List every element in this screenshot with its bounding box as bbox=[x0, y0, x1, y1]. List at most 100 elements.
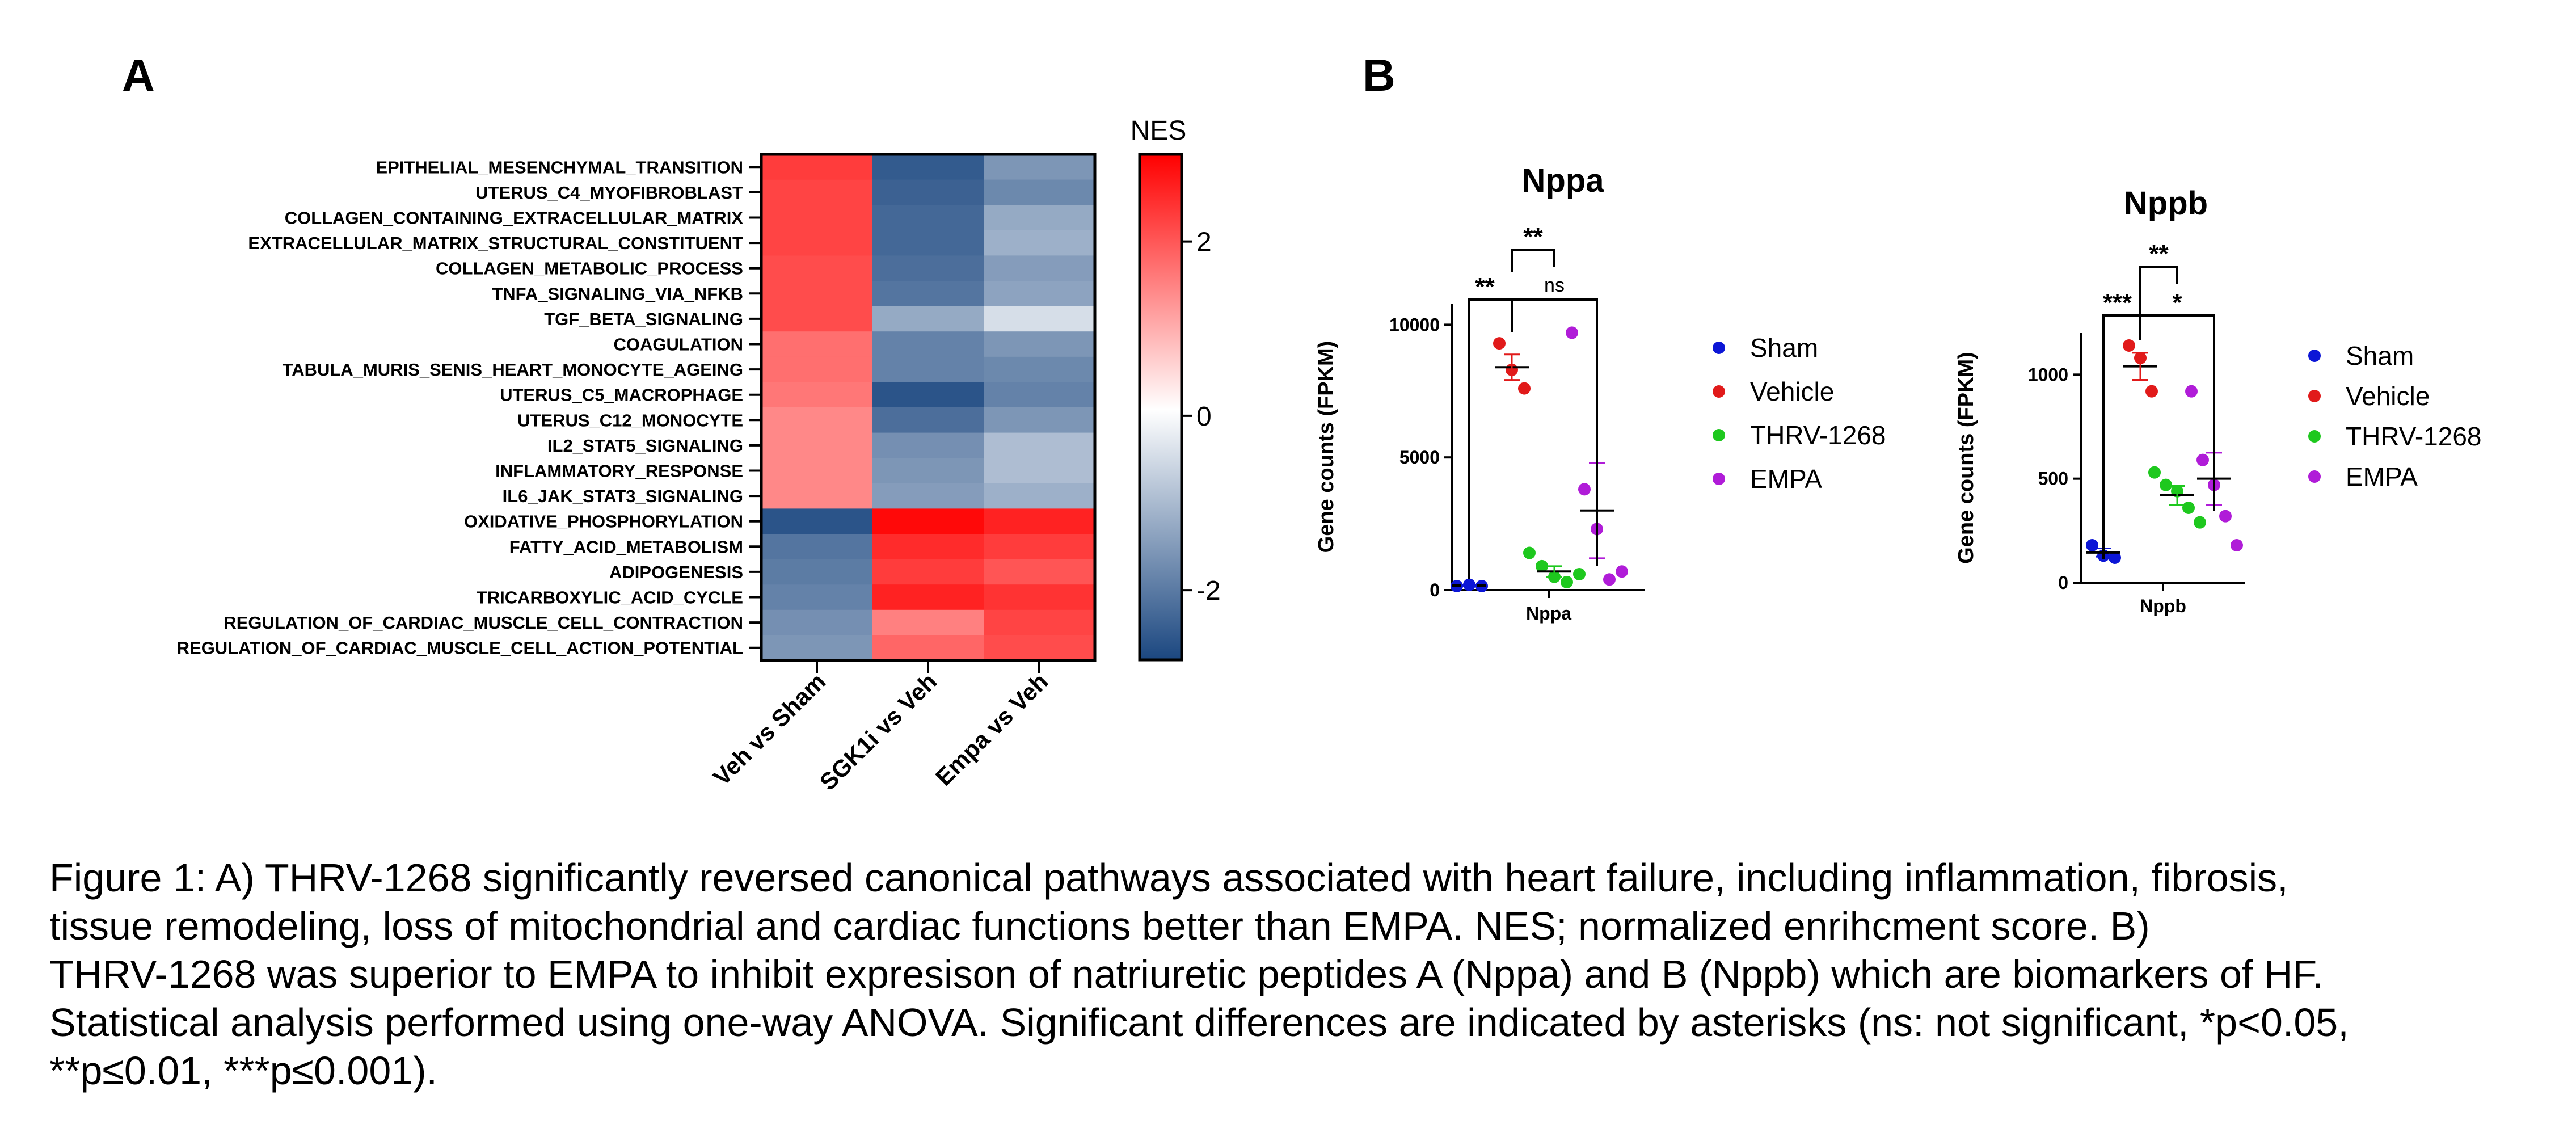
heatmap-row-label: UTERUS_C5_MACROPHAGE bbox=[500, 385, 743, 405]
heatmap-cell bbox=[761, 179, 873, 205]
chart-title: Nppb bbox=[2124, 185, 2208, 222]
legend-marker bbox=[2308, 350, 2321, 362]
heatmap-cell bbox=[872, 407, 984, 433]
heatmap-row-label: UTERUS_C4_MYOFIBROBLAST bbox=[475, 183, 743, 203]
heatmap-cell bbox=[761, 230, 873, 256]
heatmap-cell bbox=[872, 609, 984, 635]
y-axis-label: Gene counts (FPKM) bbox=[1314, 341, 1338, 553]
heatmap-cell bbox=[872, 331, 984, 357]
heatmap-cell bbox=[761, 534, 873, 560]
heatmap-cell bbox=[984, 559, 1095, 585]
legend-marker bbox=[1713, 385, 1725, 398]
data-point bbox=[1561, 575, 1573, 588]
legend-marker bbox=[1713, 342, 1725, 354]
data-point bbox=[2185, 385, 2198, 398]
heatmap-cell bbox=[761, 584, 873, 611]
heatmap-cell bbox=[872, 508, 984, 534]
figure-caption: Figure 1: A) THRV-1268 significantly rev… bbox=[49, 854, 2545, 1095]
x-axis-label: Nppa bbox=[1526, 603, 1571, 624]
legend-marker bbox=[2308, 430, 2321, 443]
legend-marker bbox=[2308, 470, 2321, 483]
heatmap-row-label: INFLAMMATORY_RESPONSE bbox=[495, 461, 743, 481]
heatmap-cell bbox=[984, 255, 1095, 281]
heatmap-cell bbox=[872, 154, 984, 180]
heatmap-row-label: TABULA_MURIS_SENIS_HEART_MONOCYTE_AGEING bbox=[283, 360, 743, 380]
caption-line: THRV-1268 was superior to EMPA to inhibi… bbox=[49, 952, 2324, 996]
heatmap-column-label: SGK1i vs Veh bbox=[815, 668, 942, 795]
heatmap-cell bbox=[761, 609, 873, 635]
y-tick-label: 0 bbox=[1430, 580, 1440, 600]
heatmap-cell bbox=[984, 356, 1095, 382]
data-point bbox=[2123, 339, 2135, 352]
heatmap-cell bbox=[872, 584, 984, 611]
heatmap-cell bbox=[984, 230, 1095, 256]
data-point bbox=[2231, 539, 2243, 551]
panel-a-label: A bbox=[122, 50, 155, 100]
heatmap-row-label: TRICARBOXYLIC_ACID_CYCLE bbox=[477, 588, 743, 608]
heatmap-cell bbox=[761, 255, 873, 281]
data-point bbox=[1573, 567, 1586, 580]
x-axis-label: Nppb bbox=[2140, 596, 2186, 616]
heatmap-cell bbox=[984, 534, 1095, 560]
heatmap-row-label: IL6_JAK_STAT3_SIGNALING bbox=[503, 486, 743, 506]
heatmap-cell bbox=[984, 179, 1095, 205]
colorbar-gradient bbox=[1138, 153, 1183, 662]
heatmap-cell bbox=[761, 458, 873, 484]
nes-colorbar: NES 2 0 -2 bbox=[1131, 116, 1221, 662]
significance-bracket bbox=[2139, 266, 2178, 340]
heatmap-cell bbox=[984, 407, 1095, 433]
heatmap-row-label: IL2_STAT5_SIGNALING bbox=[547, 436, 743, 456]
data-point bbox=[1536, 559, 1548, 572]
heatmap-row-label: OXIDATIVE_PHOSPHORYLATION bbox=[464, 512, 743, 532]
legend-label: THRV-1268 bbox=[2346, 422, 2482, 451]
y-tick-label: 10000 bbox=[1389, 314, 1440, 335]
significance-label: ns bbox=[1544, 275, 1565, 296]
heatmap-row-label: COLLAGEN_CONTAINING_EXTRACELLULAR_MATRIX bbox=[285, 208, 744, 228]
significance-bracket bbox=[1511, 249, 1555, 272]
heatmap-row-label: TGF_BETA_SIGNALING bbox=[544, 309, 743, 329]
heatmap-cell bbox=[872, 382, 984, 408]
heatmap-row-label: UTERUS_C12_MONOCYTE bbox=[517, 410, 743, 430]
heatmap-cell bbox=[984, 508, 1095, 534]
heatmap-cell bbox=[761, 508, 873, 534]
data-point bbox=[1578, 483, 1591, 496]
data-point bbox=[2086, 539, 2098, 551]
heatmap-cell bbox=[872, 306, 984, 332]
legends: Sham Vehicle THRV-1268 EMPA Sham Vehicle THRV-… bbox=[1713, 333, 2482, 494]
panel-b-label: B bbox=[1363, 50, 1395, 100]
data-point bbox=[2182, 502, 2195, 514]
y-axis-label: Gene counts (FPKM) bbox=[1954, 352, 1978, 564]
heatmap-cell bbox=[761, 356, 873, 382]
heatmap-cell bbox=[761, 635, 873, 661]
heatmap-cell bbox=[761, 407, 873, 433]
heatmap-cell bbox=[761, 483, 873, 509]
legend-label: Sham bbox=[1750, 333, 1818, 363]
data-point bbox=[1616, 565, 1628, 578]
significance-bracket bbox=[1468, 298, 1513, 579]
heatmap-cell bbox=[872, 483, 984, 509]
heatmap-row-label: COLLAGEN_METABOLIC_PROCESS bbox=[436, 259, 743, 279]
caption-line: Figure 1: A) THRV-1268 significantly rev… bbox=[49, 856, 2288, 900]
data-point bbox=[2148, 466, 2161, 479]
heatmap-cell bbox=[872, 255, 984, 281]
legend-label: EMPA bbox=[1750, 464, 1822, 494]
heatmap-cell bbox=[761, 154, 873, 180]
data-point bbox=[2194, 516, 2206, 529]
heatmap-cell bbox=[872, 281, 984, 307]
significance-label: ** bbox=[1523, 223, 1543, 251]
y-tick-label: 0 bbox=[2058, 572, 2068, 593]
heatmap-cell bbox=[984, 331, 1095, 357]
heatmap-cell bbox=[984, 635, 1095, 661]
heatmap-cell bbox=[872, 559, 984, 585]
heatmap-row-label: REGULATION_OF_CARDIAC_MUSCLE_CELL_ACTION… bbox=[177, 638, 743, 658]
heatmap-cell bbox=[872, 205, 984, 231]
legend-marker bbox=[1713, 429, 1725, 441]
legend-marker bbox=[2308, 390, 2321, 402]
pathway-heatmap: EPITHELIAL_MESENCHYMAL_TRANSITION UTERUS_… bbox=[177, 153, 1097, 795]
data-point bbox=[1518, 382, 1531, 395]
heatmap-cell bbox=[872, 458, 984, 484]
heatmap-row-label: EPITHELIAL_MESENCHYMAL_TRANSITION bbox=[376, 157, 743, 177]
nppa-scatter-chart: Nppa 0 5000 10000 Gene counts (FPKM) Nppa ** **… bbox=[1314, 162, 1645, 624]
legend-label: Vehicle bbox=[2346, 381, 2430, 411]
